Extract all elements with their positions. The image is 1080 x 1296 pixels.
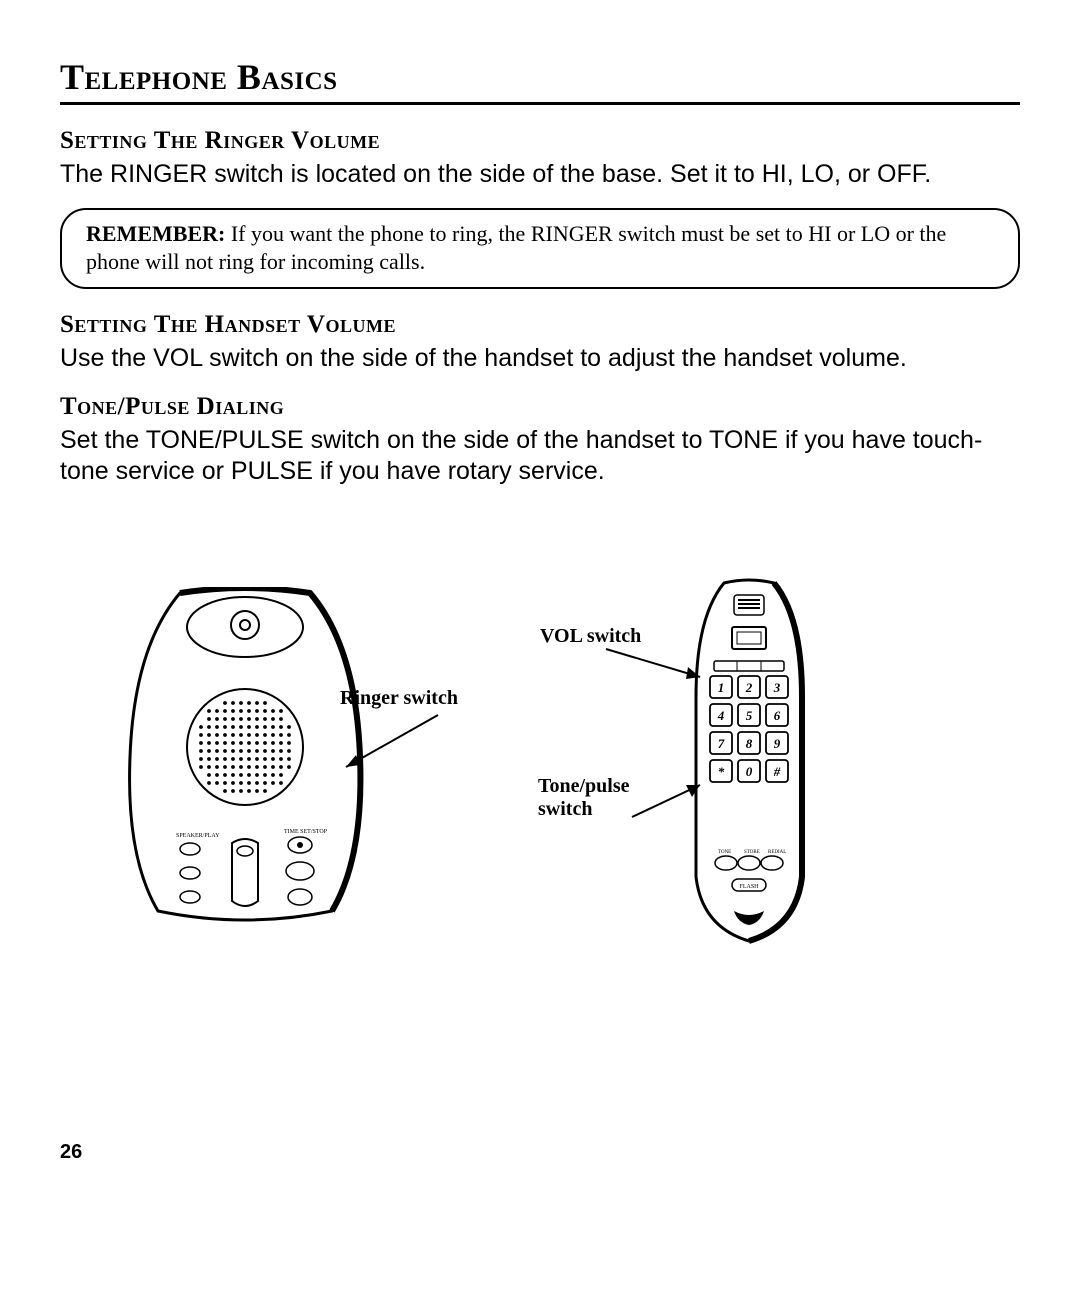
svg-text:#: # (773, 764, 781, 779)
diagram-area: SPEAKER/PLAY TIME SET/STOP Ringer switch… (60, 547, 1020, 1067)
svg-text:2: 2 (745, 680, 753, 695)
svg-text:.: . (777, 670, 778, 675)
svg-text:4: 4 (717, 708, 725, 723)
svg-text:.: . (749, 670, 750, 675)
svg-text:TIME SET/STOP: TIME SET/STOP (284, 829, 328, 835)
body-tone: Set the TONE/PULSE switch on the side of… (60, 425, 1020, 488)
subhead-tone: Tone/Pulse Dialing (60, 393, 1020, 421)
svg-text:.: . (721, 698, 722, 703)
svg-text:5: 5 (746, 708, 753, 723)
page-number: 26 (60, 1141, 82, 1164)
callout-lead: REMEMBER: (86, 221, 225, 246)
handset-illustration: 1.2.3.4.5.6.7.8.9.*.0.#. FLASH TONE STOR… (674, 577, 824, 947)
svg-text:3: 3 (773, 680, 781, 695)
svg-text:FLASH: FLASH (739, 884, 759, 890)
body-handset: Use the VOL switch on the side of the ha… (60, 343, 1020, 374)
arrow-vol (600, 643, 720, 693)
svg-text:8: 8 (746, 736, 753, 751)
arrow-ringer (338, 707, 458, 787)
svg-text:.: . (777, 754, 778, 759)
svg-text:.: . (749, 726, 750, 731)
svg-text:.: . (777, 726, 778, 731)
subhead-ringer: Setting The Ringer Volume (60, 127, 1020, 155)
svg-text:REDIAL: REDIAL (768, 850, 786, 855)
body-ringer: The RINGER switch is located on the side… (60, 159, 1020, 190)
page-title: Telephone Basics (60, 56, 1020, 105)
svg-text:.: . (749, 754, 750, 759)
svg-text:STORE: STORE (744, 850, 760, 855)
svg-text:.: . (749, 698, 750, 703)
svg-text:*: * (718, 764, 725, 779)
svg-text:.: . (721, 754, 722, 759)
callout-remember: REMEMBER: If you want the phone to ring,… (60, 208, 1020, 289)
arrow-tonepulse (626, 777, 716, 837)
svg-text:9: 9 (774, 736, 781, 751)
svg-text:.: . (721, 726, 722, 731)
base-illustration: SPEAKER/PLAY TIME SET/STOP (120, 587, 370, 927)
label-tonepulse-switch: Tone/pulse switch (538, 775, 630, 821)
svg-text:.: . (721, 670, 722, 675)
svg-text:6: 6 (774, 708, 781, 723)
label-ringer-switch: Ringer switch (340, 687, 458, 710)
svg-text:.: . (777, 698, 778, 703)
svg-text:TONE: TONE (718, 850, 731, 855)
svg-text:SPEAKER/PLAY: SPEAKER/PLAY (176, 833, 220, 839)
subhead-handset: Setting The Handset Volume (60, 311, 1020, 339)
svg-text:7: 7 (718, 736, 725, 751)
svg-text:0: 0 (746, 764, 753, 779)
